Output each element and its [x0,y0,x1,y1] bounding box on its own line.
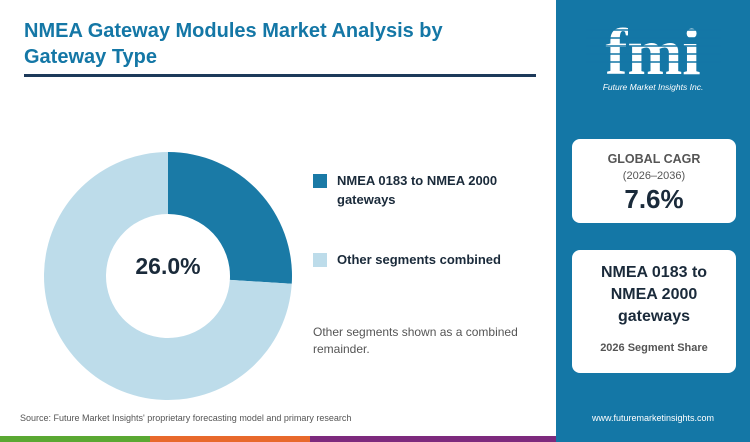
bottom-bar-green [0,436,150,442]
donut-center-label: 26.0% [135,253,201,279]
chart-note: Other segments shown as a combined remai… [313,325,518,356]
fmi-logo: fmi [586,16,721,89]
logo-subtitle: Future Market Insights Inc. [602,82,704,92]
legend-item-other-segments: Other segments combined [313,250,527,269]
cagr-label: GLOBAL CAGR [607,152,701,166]
chart-title: NMEA Gateway Modules Market Analysis by … [24,20,443,68]
cagr-value: 7.6% [624,184,684,214]
source-note: Source: Future Market Insights' propriet… [20,413,352,423]
bottom-bar-orange [150,436,310,442]
chart-panel: NMEA Gateway Modules Market Analysis by … [20,20,536,423]
cagr-range: (2026–2036) [622,170,686,182]
legend-swatch-other-segments [313,253,327,267]
donut-slice-other-segments [43,152,292,401]
legend-item-nmea-gateways: NMEA 0183 to NMEA 2000 gateways [313,171,527,209]
donut-chart [43,152,292,401]
title-divider [24,74,536,77]
legend-label-other-segments: Other segments combined [337,252,501,267]
bottom-bar-purple [310,436,556,442]
donut-slice-nmea-gateways [168,152,292,284]
segment-name: NMEA 0183 to NMEA 2000 gateways [600,264,708,325]
segment-card: NMEA 0183 to NMEA 2000 gateways 2026 Seg… [572,250,736,373]
svg-text:fmi: fmi [605,16,700,89]
cagr-card: GLOBAL CAGR (2026–2036) 7.6% [572,139,736,223]
legend-label-nmea-gateways: NMEA 0183 to NMEA 2000 gateways [337,173,498,207]
website-url: www.futuremarketinsights.com [591,413,715,423]
legend-swatch-nmea-gateways [313,174,327,188]
bottom-bar-blue [556,436,750,442]
segment-caption: 2026 Segment Share [600,342,708,354]
